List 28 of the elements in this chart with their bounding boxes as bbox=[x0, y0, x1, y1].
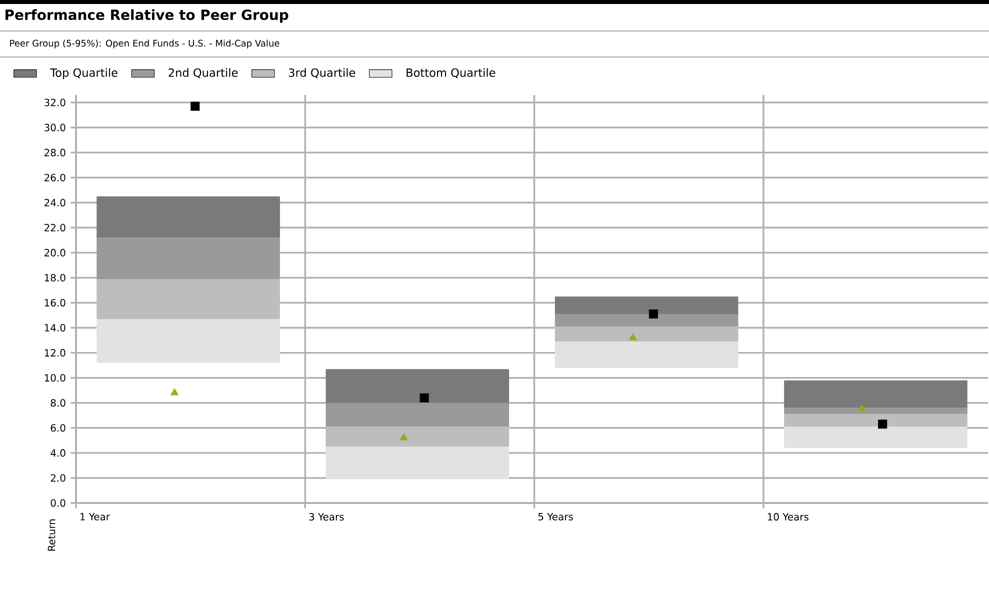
x-tick-label: 1 Year bbox=[80, 513, 110, 520]
y-tick-label: 24.0 bbox=[44, 198, 66, 206]
chart-title: Performance Relative to Peer Group bbox=[6, 9, 288, 23]
y-tick-label: 32.0 bbox=[44, 98, 66, 106]
y-tick-label: 6.0 bbox=[50, 424, 66, 432]
y-tick-label: 26.0 bbox=[44, 174, 66, 182]
y-tick-label: 0.0 bbox=[50, 499, 66, 507]
y-tick-label: 18.0 bbox=[44, 274, 66, 282]
y-tick-label: 14.0 bbox=[44, 324, 66, 332]
chart-subtitle: Peer Group (5-95%): Open End Funds - U.S. - Mid-Cap Value bbox=[10, 40, 280, 48]
legend-label: Top Quartile bbox=[50, 68, 118, 80]
y-tick-label: 22.0 bbox=[44, 224, 66, 232]
x-tick-label: 5 Years bbox=[538, 513, 573, 520]
y-tick-label: 10.0 bbox=[44, 374, 66, 382]
y-tick-label: 12.0 bbox=[44, 349, 66, 357]
x-tick-label: 10 Years bbox=[768, 513, 808, 521]
x-tick-label: 3 Years bbox=[309, 513, 344, 521]
y-tick-label: 4.0 bbox=[50, 449, 66, 457]
legend-label: 2nd Quartile bbox=[168, 68, 238, 78]
y-tick-label: 8.0 bbox=[50, 399, 66, 407]
y-tick-label: 20.0 bbox=[44, 248, 66, 256]
y-tick-label: 28.0 bbox=[44, 148, 66, 156]
y-tick-label: 16.0 bbox=[44, 298, 66, 307]
legend-label: 3rd Quartile bbox=[288, 68, 356, 78]
y-tick-label: 30.0 bbox=[44, 124, 66, 132]
y-tick-label: 2.0 bbox=[50, 474, 66, 482]
y-axis-title: Return bbox=[48, 519, 56, 551]
legend-label: Bottom Quartile bbox=[406, 68, 496, 78]
